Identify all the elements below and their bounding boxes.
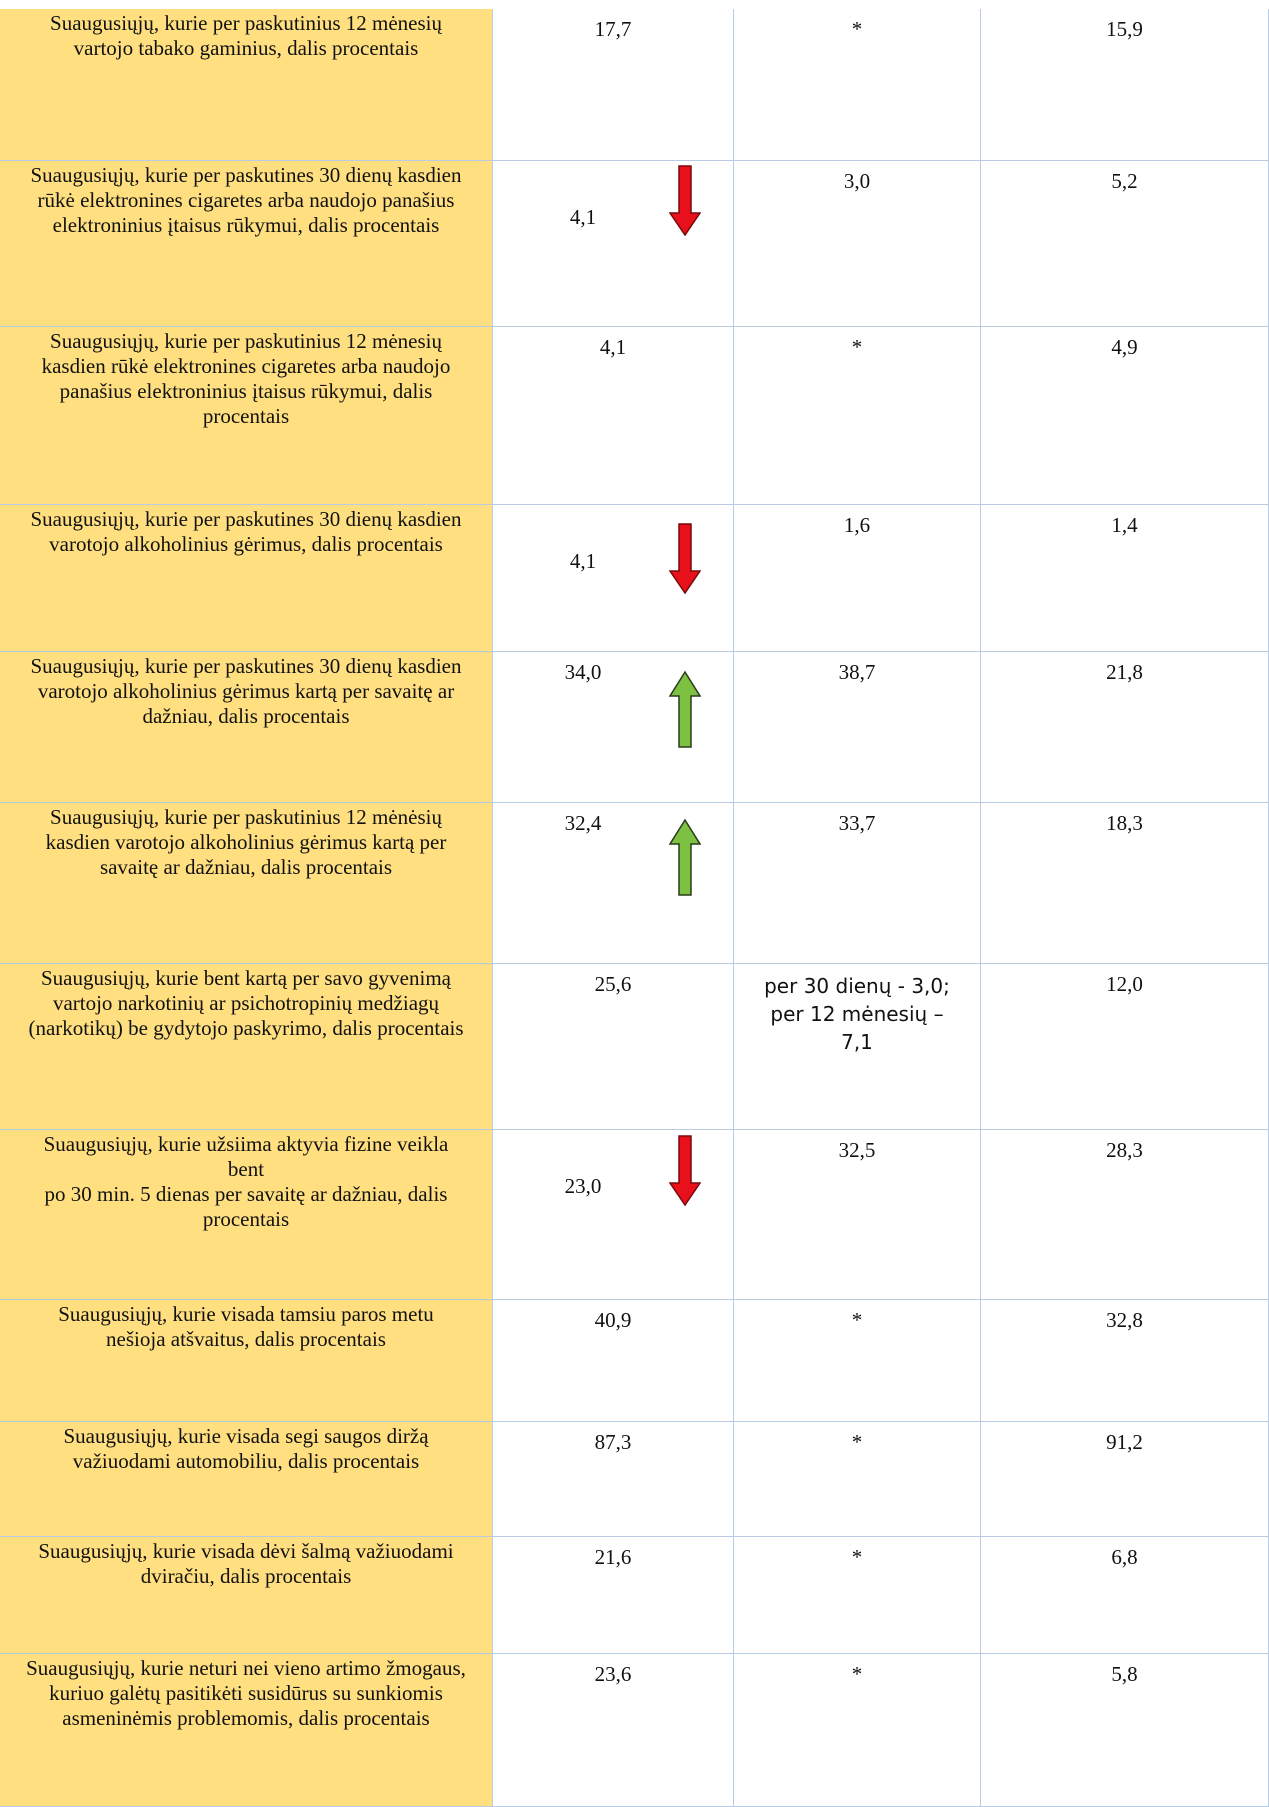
value-cell: 32,4 bbox=[493, 803, 734, 964]
value-cell: 6,8 bbox=[981, 1537, 1269, 1654]
up-arrow bbox=[669, 670, 701, 748]
value-cell: 23,0 bbox=[493, 1130, 734, 1300]
row-label: Suaugusiųjų, kurie bent kartą per savo g… bbox=[0, 964, 493, 1130]
value-cell: 21,8 bbox=[981, 652, 1269, 803]
value-cell: 12,0 bbox=[981, 964, 1269, 1130]
value-cell: * bbox=[734, 1422, 981, 1537]
value-cell: 5,8 bbox=[981, 1654, 1269, 1807]
value-cell: 1,6 bbox=[734, 505, 981, 652]
value-cell: 3,0 bbox=[734, 161, 981, 327]
value-cell: 23,6 bbox=[493, 1654, 734, 1807]
value-cell: * bbox=[734, 9, 981, 161]
row-label: Suaugusiųjų, kurie visada tamsiu paros m… bbox=[0, 1300, 493, 1422]
down-arrow bbox=[669, 523, 701, 595]
value-cell: * bbox=[734, 327, 981, 505]
value-cell: 32,5 bbox=[734, 1130, 981, 1300]
value-cell: * bbox=[734, 1654, 981, 1807]
value-cell: 28,3 bbox=[981, 1130, 1269, 1300]
value-cell: 1,4 bbox=[981, 505, 1269, 652]
down-arrow bbox=[669, 1135, 701, 1207]
value-cell: 17,7 bbox=[493, 9, 734, 161]
down-arrow bbox=[669, 165, 701, 237]
row-label: Suaugusiųjų, kurie per paskutinius 12 mė… bbox=[0, 803, 493, 964]
value-cell: 5,2 bbox=[981, 161, 1269, 327]
row-label: Suaugusiųjų, kurie neturi nei vieno arti… bbox=[0, 1654, 493, 1807]
value-cell: 33,7 bbox=[734, 803, 981, 964]
value-cell: 87,3 bbox=[493, 1422, 734, 1537]
row-label: Suaugusiųjų, kurie užsiima aktyvia fizin… bbox=[0, 1130, 493, 1300]
row-label: Suaugusiųjų, kurie per paskutines 30 die… bbox=[0, 652, 493, 803]
row-label: Suaugusiųjų, kurie per paskutinius 12 mė… bbox=[0, 327, 493, 505]
up-arrow bbox=[669, 818, 701, 896]
row-label: Suaugusiųjų, kurie per paskutines 30 die… bbox=[0, 161, 493, 327]
value-cell: 91,2 bbox=[981, 1422, 1269, 1537]
value-cell: 4,1 bbox=[493, 161, 734, 327]
value-cell: 15,9 bbox=[981, 9, 1269, 161]
value-cell: 4,1 bbox=[493, 327, 734, 505]
value-cell: * bbox=[734, 1300, 981, 1422]
row-label: Suaugusiųjų, kurie per paskutines 30 die… bbox=[0, 505, 493, 652]
row-label: Suaugusiųjų, kurie per paskutinius 12 mė… bbox=[0, 9, 493, 161]
value-cell: 4,9 bbox=[981, 327, 1269, 505]
value-cell: 34,0 bbox=[493, 652, 734, 803]
value-cell: 4,1 bbox=[493, 505, 734, 652]
value-cell: 38,7 bbox=[734, 652, 981, 803]
value-cell: * bbox=[734, 1537, 981, 1654]
row-label: Suaugusiųjų, kurie visada segi saugos di… bbox=[0, 1422, 493, 1537]
row-label: Suaugusiųjų, kurie visada dėvi šalmą važ… bbox=[0, 1537, 493, 1654]
value-cell: per 30 dienų - 3,0; per 12 mėnesių – 7,1 bbox=[734, 964, 981, 1130]
value-cell: 21,6 bbox=[493, 1537, 734, 1654]
value-cell: 18,3 bbox=[981, 803, 1269, 964]
value-cell: 40,9 bbox=[493, 1300, 734, 1422]
value-cell: 32,8 bbox=[981, 1300, 1269, 1422]
value-cell: 25,6 bbox=[493, 964, 734, 1130]
